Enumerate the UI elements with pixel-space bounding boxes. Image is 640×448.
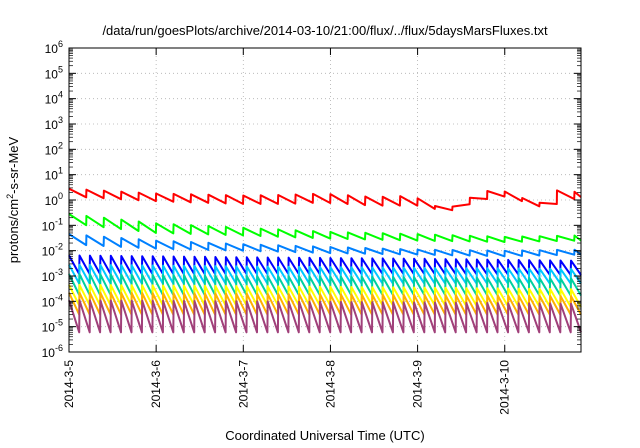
y-tick-base: 10 — [42, 321, 56, 335]
x-tick-label: 2014-3-7 — [236, 360, 250, 408]
y-axis-label-rest: -s-sr-MeV — [6, 136, 21, 193]
chart-title: /data/run/goesPlots/archive/2014-03-10/2… — [102, 23, 548, 38]
y-tick-exponent: 1 — [58, 166, 63, 176]
series-line-5 — [68, 263, 582, 285]
y-tick-base: 10 — [45, 169, 59, 183]
y-tick-label: 102 — [45, 140, 63, 157]
y-tick-base: 10 — [42, 295, 56, 309]
series-line-1 — [68, 187, 582, 212]
y-tick-label: 10-4 — [42, 292, 63, 309]
x-tick-label: 2014-3-9 — [411, 360, 425, 408]
y-tick-label: 10-2 — [42, 242, 63, 259]
series-line-7 — [68, 283, 582, 308]
y-tick-exponent: -6 — [55, 343, 63, 353]
y-tick-base: 10 — [42, 270, 56, 284]
y-tick-base: 10 — [45, 42, 59, 56]
y-tick-exponent: 4 — [58, 90, 63, 100]
y-tick-label: 10-5 — [42, 318, 63, 335]
y-tick-exponent: 6 — [58, 39, 63, 49]
series-line-8 — [68, 291, 582, 316]
y-tick-exponent: -5 — [55, 318, 63, 328]
y-tick-labels: 10-610-510-410-310-210-11001011021031041… — [42, 39, 63, 360]
y-tick-base: 10 — [45, 118, 59, 132]
y-tick-exponent: 2 — [58, 140, 63, 150]
y-tick-exponent: 5 — [58, 64, 63, 74]
y-tick-base: 10 — [45, 143, 59, 157]
series-line-2 — [68, 213, 582, 243]
y-tick-exponent: -4 — [55, 292, 63, 302]
y-tick-label: 101 — [45, 166, 63, 183]
series-line-3 — [68, 233, 582, 258]
y-axis-label: protons/cm2-s-sr-MeV — [5, 136, 21, 263]
y-tick-label: 103 — [45, 115, 63, 132]
y-tick-exponent: -3 — [55, 267, 63, 277]
series-lines — [68, 187, 582, 334]
x-tick-label: 2014-3-8 — [323, 360, 337, 408]
x-tick-label: 2014-3-5 — [62, 360, 76, 408]
y-tick-label: 105 — [45, 64, 63, 81]
x-tick-label: 2014-3-6 — [149, 360, 163, 408]
y-tick-exponent: -2 — [55, 242, 63, 252]
series-line-9 — [68, 299, 582, 334]
x-axis-label: Coordinated Universal Time (UTC) — [225, 428, 424, 443]
y-tick-base: 10 — [42, 245, 56, 259]
y-tick-base: 10 — [42, 346, 56, 360]
y-tick-label: 10-3 — [42, 267, 63, 284]
y-tick-exponent: 3 — [58, 115, 63, 125]
y-tick-base: 10 — [45, 67, 59, 81]
y-tick-label: 100 — [45, 191, 63, 208]
y-tick-label: 104 — [45, 90, 63, 107]
y-tick-exponent: -1 — [55, 216, 63, 226]
x-tick-labels: 2014-3-5 2014-3-6 2014-3-7 2014-3-8 2014-3-9… — [62, 360, 512, 415]
y-tick-base: 10 — [45, 194, 59, 208]
axis-ticks — [68, 47, 581, 353]
series-line-6 — [68, 273, 582, 297]
y-tick-base: 10 — [42, 219, 56, 233]
y-tick-exponent: 0 — [58, 191, 63, 201]
y-tick-label: 10-1 — [42, 216, 63, 233]
y-axis-label-unit: protons/cm — [6, 199, 21, 263]
series-line-4 — [68, 254, 582, 276]
y-tick-label: 10-6 — [42, 343, 63, 360]
y-axis-label-exponent: 2 — [5, 194, 15, 199]
y-tick-base: 10 — [45, 93, 59, 107]
x-tick-label: 2014-3-10 — [498, 360, 512, 415]
y-tick-label: 106 — [45, 39, 63, 56]
